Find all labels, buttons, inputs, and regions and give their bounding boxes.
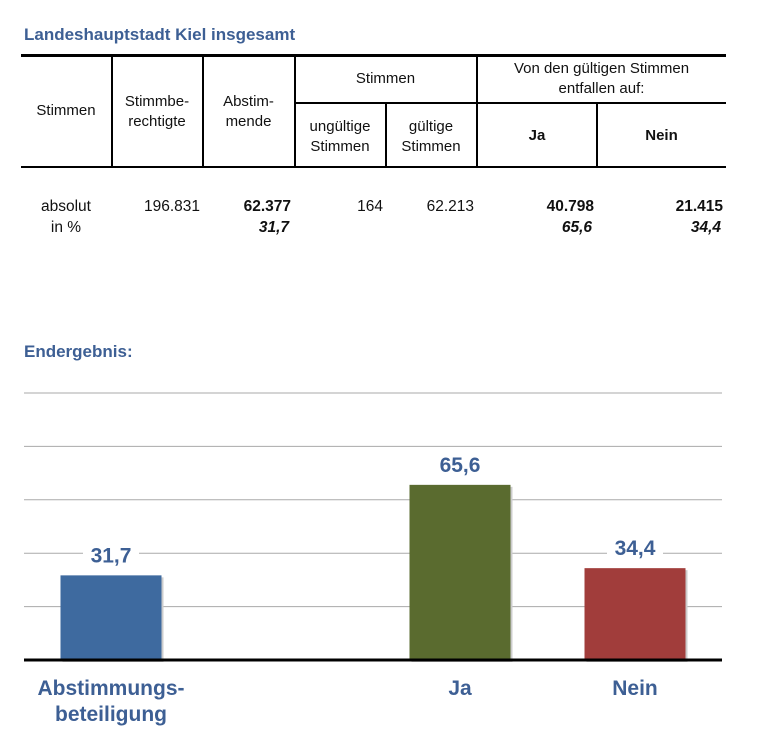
category-label-abstimmungsbeteiligung: Abstimmungs- beteiligung [37,677,185,726]
header-nein: Nein [645,127,678,144]
col-divider [476,56,478,167]
cell-abstimmende-pct: 31,7 [258,219,289,236]
cell-nein: 21.415 [675,198,723,215]
row-label-percent: in % [50,219,82,236]
header-ja: Ja [528,127,546,144]
col-divider [596,103,598,167]
data-label: 31,7 [91,544,132,567]
table-header-rule [21,166,726,168]
cell-gueltige: 62.213 [426,198,474,215]
header-ungueltige: ungültige Stimmen [309,118,371,155]
cell-ungueltige: 164 [357,198,383,215]
header-stimmen: Stimmen [36,102,96,119]
cell-stimmberechtigte: 196.831 [143,198,200,215]
category-label-ja: Ja [448,677,472,700]
data-label-bg [607,535,663,560]
col-divider [294,56,296,167]
data-label: 34,4 [615,537,656,560]
page-title: Landeshauptstadt Kiel insgesamt [24,25,296,44]
data-label: 65,6 [440,454,481,477]
col-divider [202,56,204,167]
bar-0 [60,575,162,660]
table-mid-rule [295,102,726,104]
data-label-bg [432,451,488,476]
cell-ja-pct: 65,6 [561,219,592,236]
bar-1 [409,484,511,660]
header-stimmberechtigte: Stimmbe- rechtigte [124,93,190,130]
row-label-absolut: absolut [41,198,91,215]
category-label-nein: Nein [612,677,658,700]
col-divider [111,56,113,167]
bar-2 [584,568,686,660]
cell-nein-pct: 34,4 [690,219,721,236]
header-gueltige: gültige Stimmen [401,118,461,155]
data-label-bg [83,542,139,567]
col-divider [385,103,387,167]
header-entfallen-group: Von den gültigen Stimmen entfallen auf: [513,60,690,97]
chart-title: Endergebnis: [24,342,133,361]
table-top-rule [21,54,726,57]
header-stimmen-group: Stimmen [355,70,416,87]
cell-abstimmende: 62.377 [243,198,291,215]
header-abstimmende: Abstim- mende [223,93,274,130]
cell-ja: 40.798 [546,198,594,215]
